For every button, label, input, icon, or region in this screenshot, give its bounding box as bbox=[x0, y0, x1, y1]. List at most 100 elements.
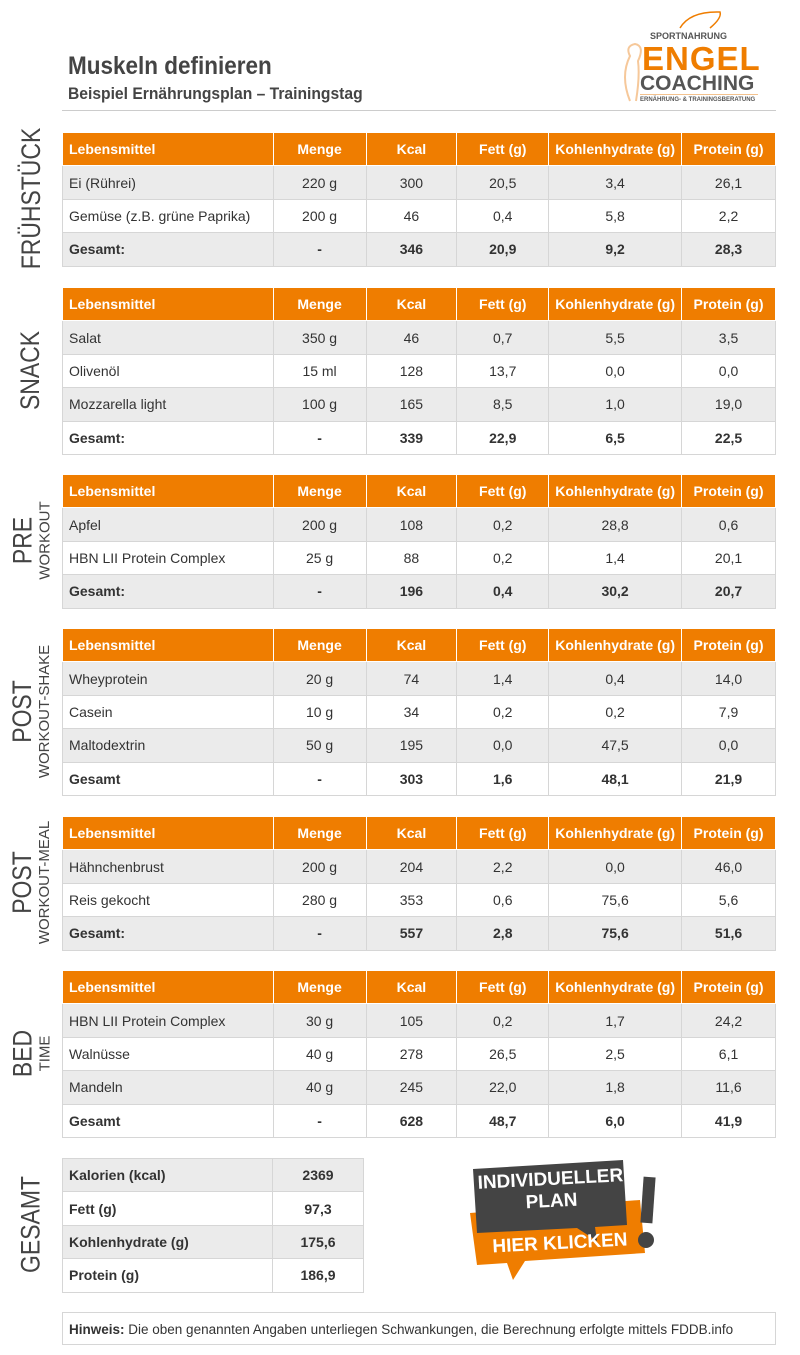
table-cell: Mandeln bbox=[62, 1070, 274, 1105]
table-cell: 22,0 bbox=[456, 1070, 550, 1105]
section-label: POST WORKOUT-MEAL bbox=[0, 816, 62, 950]
table-cell: Walnüsse bbox=[62, 1036, 274, 1072]
total-cell: 303 bbox=[365, 761, 458, 796]
total-row: Gesamt: -196 0,4 30,2 20,7 bbox=[62, 574, 776, 609]
table-cell: 88 bbox=[365, 540, 458, 576]
column-header: Fett (g) bbox=[456, 969, 550, 1005]
column-header: Kcal bbox=[365, 473, 458, 509]
section-label-main: FRÜHSTÜCK bbox=[15, 128, 46, 270]
table-cell: 204 bbox=[365, 849, 458, 884]
table-cell: 40 g bbox=[272, 1070, 367, 1105]
total-row: Gesamt: -557 2,8 75,6 51,6 bbox=[62, 916, 776, 951]
table-header-row: Lebensmittel Menge Kcal Fett (g) Kohlenhydra… bbox=[62, 815, 776, 851]
summary-value: 175,6 bbox=[272, 1224, 364, 1260]
divider bbox=[62, 110, 776, 111]
total-cell: 21,9 bbox=[681, 761, 776, 796]
table-cell: 100 g bbox=[272, 387, 367, 422]
table-cell: 26,5 bbox=[456, 1036, 550, 1072]
note-text: Die oben genannten Angaben unterliegen S… bbox=[124, 1322, 734, 1337]
column-header: Kcal bbox=[365, 286, 458, 322]
total-cell: 9,2 bbox=[548, 232, 683, 267]
table-row: Casein 10 g 34 0,2 0,2 7,9 bbox=[62, 694, 776, 730]
column-header: Lebensmittel bbox=[62, 969, 274, 1005]
table-row: HBN LII Protein Complex 25 g 88 0,2 1,4 20,1 bbox=[62, 540, 776, 576]
table-cell: 105 bbox=[365, 1003, 458, 1038]
total-cell: 48,1 bbox=[548, 761, 683, 796]
total-cell: Gesamt bbox=[62, 1103, 274, 1138]
table-cell: 0,0 bbox=[456, 728, 550, 763]
table-cell: Mozzarella light bbox=[62, 387, 274, 422]
meal-table: Lebensmittel Menge Kcal Fett (g) Kohlenhydra… bbox=[62, 627, 776, 796]
section-label-sub: WORKOUT bbox=[36, 501, 54, 580]
table-cell: Apfel bbox=[62, 507, 274, 542]
table-row: Reis gekocht 280 g 353 0,6 75,6 5,6 bbox=[62, 882, 776, 918]
section-label-main: POST bbox=[7, 851, 38, 915]
total-cell: 339 bbox=[365, 420, 458, 455]
section-label-main: SNACK bbox=[15, 330, 46, 411]
section-label-gesamt: GESAMT bbox=[0, 1158, 62, 1291]
total-cell: Gesamt: bbox=[62, 232, 274, 267]
table-cell: 13,7 bbox=[456, 353, 550, 389]
table-cell: 1,4 bbox=[548, 540, 683, 576]
column-header: Kcal bbox=[365, 627, 458, 663]
table-cell: 20,1 bbox=[681, 540, 776, 576]
table-cell: 74 bbox=[365, 661, 458, 696]
table-header-row: Lebensmittel Menge Kcal Fett (g) Kohlenhydra… bbox=[62, 286, 776, 322]
table-row: Maltodextrin 50 g 195 0,0 47,5 0,0 bbox=[62, 728, 776, 763]
column-header: Kohlenhydrate (g) bbox=[548, 627, 683, 663]
total-cell: 41,9 bbox=[681, 1103, 776, 1138]
table-cell: 0,4 bbox=[456, 198, 550, 234]
column-header: Menge bbox=[272, 131, 367, 167]
total-cell: 20,9 bbox=[456, 232, 550, 267]
note-label: Hinweis: bbox=[69, 1322, 125, 1337]
total-cell: 22,9 bbox=[456, 420, 550, 455]
table-row: HBN LII Protein Complex 30 g 105 0,2 1,7 24,2 bbox=[62, 1003, 776, 1038]
table-cell: 28,8 bbox=[548, 507, 683, 542]
summary-label: Kohlenhydrate (g) bbox=[62, 1224, 273, 1260]
table-cell: 46 bbox=[365, 320, 458, 355]
total-cell: 346 bbox=[365, 232, 458, 267]
logo-sub: COACHING bbox=[640, 72, 755, 95]
table-cell: 5,8 bbox=[548, 198, 683, 234]
total-row: Gesamt: -346 20,9 9,2 28,3 bbox=[62, 232, 776, 267]
table-cell: 165 bbox=[365, 387, 458, 422]
table-cell: 0,4 bbox=[548, 661, 683, 696]
engel-coaching-logo[interactable]: SPORTNAHRUNG ENGEL COACHING ERNÄHRUNG- &… bbox=[610, 6, 780, 106]
total-cell: - bbox=[272, 232, 367, 267]
column-header: Kohlenhydrate (g) bbox=[548, 473, 683, 509]
logo-top: SPORTNAHRUNG bbox=[650, 31, 728, 41]
table-cell: 19,0 bbox=[681, 387, 776, 422]
table-header-row: Lebensmittel Menge Kcal Fett (g) Kohlenhydra… bbox=[62, 627, 776, 663]
section-label-text: GESAMT bbox=[15, 1176, 46, 1273]
individual-plan-cta[interactable]: INDIVIDUELLER PLAN HIER KLICKEN bbox=[465, 1155, 665, 1285]
table-cell: 245 bbox=[365, 1070, 458, 1105]
table-cell: 0,0 bbox=[548, 353, 683, 389]
table-cell: Casein bbox=[62, 694, 274, 730]
table-cell: 220 g bbox=[272, 165, 367, 200]
total-cell: - bbox=[272, 420, 367, 455]
table-row: Gemüse (z.B. grüne Paprika) 200 g 46 0,4 5,8… bbox=[62, 198, 776, 234]
table-cell: 108 bbox=[365, 507, 458, 542]
table-cell: 200 g bbox=[272, 507, 367, 542]
table-cell: 0,7 bbox=[456, 320, 550, 355]
total-row: Gesamt: -339 22,9 6,5 22,5 bbox=[62, 420, 776, 455]
table-row: Mozzarella light 100 g 165 8,5 1,0 19,0 bbox=[62, 387, 776, 422]
table-cell: 300 bbox=[365, 165, 458, 200]
table-cell: 46,0 bbox=[681, 849, 776, 884]
summary-value: 2369 bbox=[272, 1157, 364, 1193]
column-header: Menge bbox=[272, 815, 367, 851]
page-title: Muskeln definieren bbox=[68, 52, 272, 80]
table-cell: 0,0 bbox=[548, 849, 683, 884]
table-cell: Wheyprotein bbox=[62, 661, 274, 696]
note-box: Hinweis: Die oben genannten Angaben unte… bbox=[62, 1312, 776, 1345]
table-cell: 1,4 bbox=[456, 661, 550, 696]
total-cell: 20,7 bbox=[681, 574, 776, 609]
table-cell: 14,0 bbox=[681, 661, 776, 696]
column-header: Menge bbox=[272, 286, 367, 322]
table-header-row: Lebensmittel Menge Kcal Fett (g) Kohlenhydra… bbox=[62, 131, 776, 167]
meal-table: Lebensmittel Menge Kcal Fett (g) Kohlenhydra… bbox=[62, 969, 776, 1138]
table-row: Walnüsse 40 g 278 26,5 2,5 6,1 bbox=[62, 1036, 776, 1072]
meal-table: Lebensmittel Menge Kcal Fett (g) Kohlenhydra… bbox=[62, 473, 776, 609]
column-header: Protein (g) bbox=[681, 131, 776, 167]
table-row: Salat 350 g 46 0,7 5,5 3,5 bbox=[62, 320, 776, 355]
